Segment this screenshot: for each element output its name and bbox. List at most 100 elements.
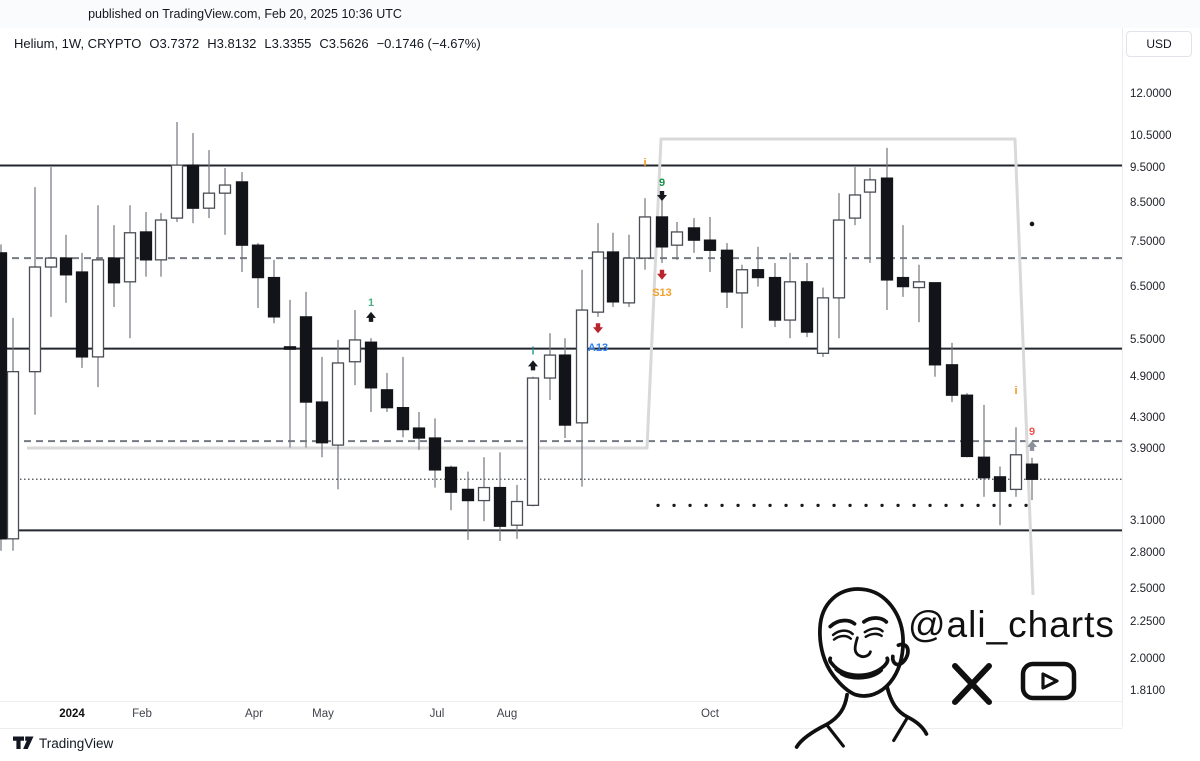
candle-body xyxy=(461,488,475,502)
price-axis-label: 4.9000 xyxy=(1130,370,1166,383)
candle-body xyxy=(1009,454,1023,491)
ohlc-value: O3.7372 xyxy=(149,36,200,51)
candle-body xyxy=(186,164,200,209)
candle-body xyxy=(1025,463,1039,480)
candle-body xyxy=(816,297,830,354)
time-axis[interactable]: 2024 Feb Apr May Jul Aug Oct xyxy=(0,701,1122,729)
candle xyxy=(1025,457,1039,501)
candle xyxy=(0,244,8,551)
candle-body xyxy=(720,249,734,293)
time-axis-month-label: Apr xyxy=(245,708,263,720)
candle-body xyxy=(800,281,814,333)
candle xyxy=(735,264,749,329)
candle xyxy=(75,252,89,368)
candle xyxy=(703,216,717,273)
ohlc-value: C3.5626 xyxy=(319,36,369,51)
price-axis-label: 10.5000 xyxy=(1130,130,1172,143)
candle xyxy=(1009,427,1023,497)
candle xyxy=(364,338,378,412)
arrow-down-marker xyxy=(657,269,667,280)
tradingview-logo[interactable]: TradingView xyxy=(13,735,113,751)
candle xyxy=(59,234,73,303)
candle xyxy=(575,269,589,487)
candle-body xyxy=(75,271,89,358)
price-axis[interactable]: 3.5626 3d 14h 12.000010.50009.50008.5000… xyxy=(1122,0,1200,761)
candle xyxy=(720,243,734,308)
candle-body xyxy=(218,184,232,194)
candle xyxy=(993,466,1007,526)
candle-body xyxy=(655,216,669,248)
candle-body xyxy=(783,281,797,321)
candle xyxy=(283,299,297,448)
candle-body xyxy=(331,362,345,446)
candle xyxy=(267,259,281,324)
candle xyxy=(28,187,42,415)
candle xyxy=(558,338,572,439)
price-axis-label: 2.0000 xyxy=(1130,653,1166,666)
candle xyxy=(655,198,669,263)
symbol-title: Helium, 1W, CRYPTO xyxy=(14,36,142,51)
candle xyxy=(202,150,216,219)
annotation-label: A13 xyxy=(588,342,608,354)
candle-body xyxy=(59,257,73,276)
candle xyxy=(380,372,394,412)
tradingview-logo-text: TradingView xyxy=(39,735,114,751)
candle-body xyxy=(123,232,137,283)
tradingview-logo-icon xyxy=(13,736,34,749)
candle-body xyxy=(477,486,491,502)
candle xyxy=(154,213,168,277)
candle xyxy=(412,411,426,450)
price-axis-separator xyxy=(1122,28,1123,727)
candle xyxy=(832,193,846,339)
time-axis-month-label: Feb xyxy=(132,708,152,720)
candle-body xyxy=(687,227,701,241)
candle-body xyxy=(0,252,8,540)
candle-body xyxy=(28,266,42,373)
candle xyxy=(461,471,475,540)
candle-body xyxy=(928,282,942,366)
annotation-label: 9 xyxy=(659,177,665,189)
candle-body xyxy=(267,276,281,318)
candle xyxy=(816,287,830,357)
price-axis-label: 5.5000 xyxy=(1130,334,1166,347)
candle xyxy=(960,393,974,458)
candle xyxy=(477,457,491,522)
candle xyxy=(235,172,249,273)
candle-body xyxy=(543,354,557,379)
annotation-label: 9 xyxy=(1029,426,1035,438)
annotation-label: i xyxy=(643,157,646,169)
candle xyxy=(299,291,313,448)
candle xyxy=(751,246,765,287)
candle-body xyxy=(977,456,991,479)
time-axis-month-label: Oct xyxy=(701,708,719,720)
candle xyxy=(186,133,200,224)
candle xyxy=(622,234,636,307)
ohlc-value: H3.8132 xyxy=(207,36,257,51)
candle-body xyxy=(44,257,58,268)
candle-body xyxy=(993,476,1007,492)
candle-body xyxy=(575,309,589,424)
candle-body xyxy=(735,269,749,294)
price-axis-label: 1.8100 xyxy=(1130,684,1166,697)
candle-body xyxy=(396,407,410,431)
candle xyxy=(687,218,701,253)
currency-toggle-button[interactable]: USD xyxy=(1126,31,1192,57)
candle xyxy=(880,147,894,311)
candle xyxy=(606,232,620,307)
candle xyxy=(945,342,959,403)
candle xyxy=(768,262,782,328)
candle-body xyxy=(299,316,313,403)
candle xyxy=(928,282,942,377)
candle-body xyxy=(703,239,717,251)
published-banner: published on TradingView.com, Feb 20, 20… xyxy=(0,0,1200,28)
price-axis-label: 12.0000 xyxy=(1130,88,1172,100)
candle-body xyxy=(848,194,862,219)
candle-body xyxy=(751,269,765,279)
annotation-label: 1 xyxy=(368,297,374,309)
candle-body xyxy=(315,401,329,444)
price-axis-label: 2.2500 xyxy=(1130,616,1166,629)
candle xyxy=(107,225,121,307)
candle-body xyxy=(348,339,362,363)
candle xyxy=(863,168,877,263)
